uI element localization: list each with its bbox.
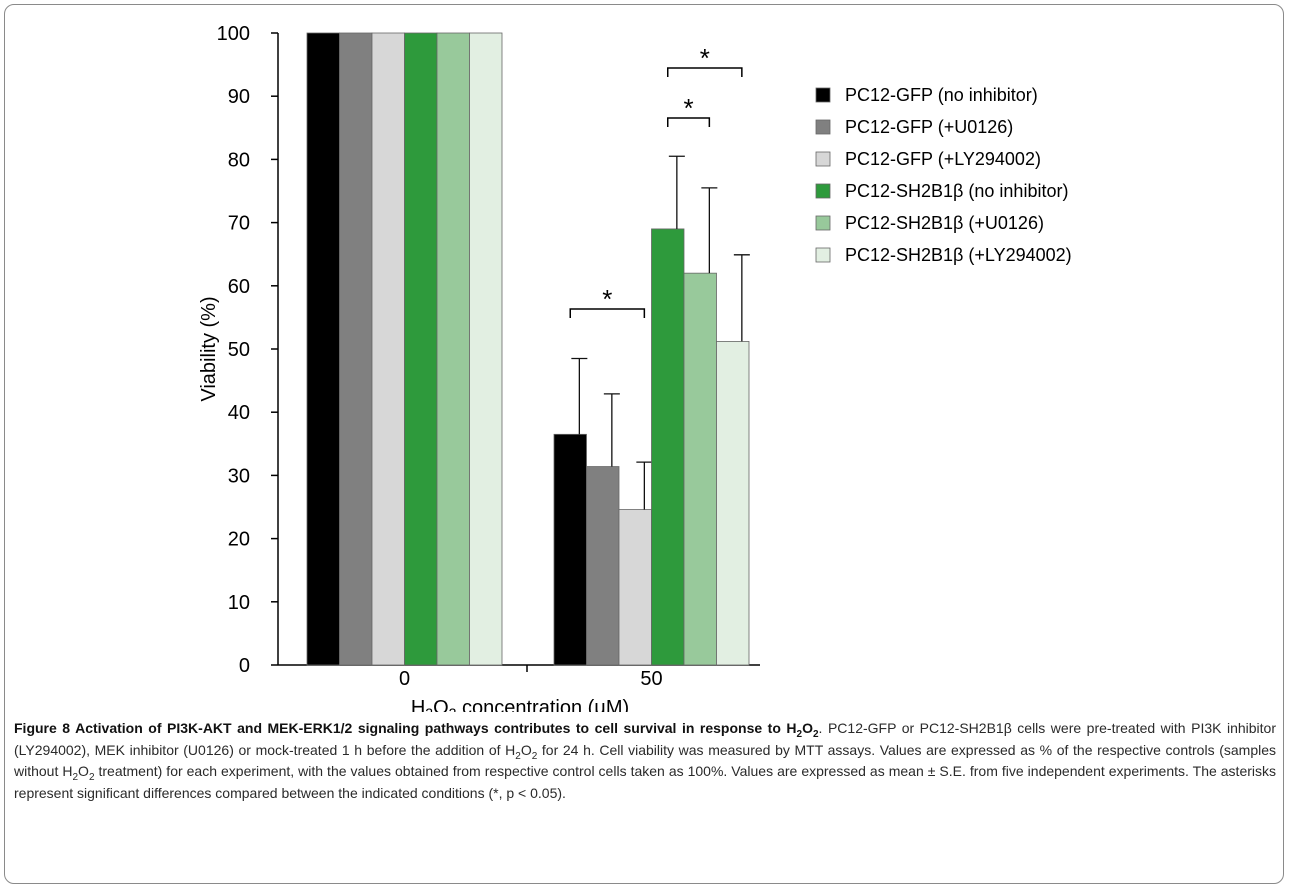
y-tick-label: 90 — [228, 86, 250, 108]
significance-marker: * — [602, 284, 612, 314]
significance-bracket — [667, 117, 711, 127]
x-axis-label: H2O2 concentration (μM) — [411, 697, 629, 712]
legend-swatch — [815, 151, 831, 167]
y-tick-label: 80 — [228, 149, 250, 171]
x-tick-label: 50 — [640, 668, 662, 690]
significance-marker: * — [700, 43, 710, 73]
legend-label: PC12-GFP (no inhibitor) — [845, 85, 1038, 105]
bar — [553, 433, 587, 666]
legend-label: PC12-SH2B1β (+LY294002) — [845, 245, 1072, 265]
significance-bracket — [667, 67, 743, 77]
y-tick-label: 50 — [228, 339, 250, 361]
bar — [651, 228, 685, 666]
y-tick-label: 20 — [228, 529, 250, 551]
legend-label: PC12-GFP (+U0126) — [845, 117, 1013, 137]
x-tick-label: 0 — [399, 668, 410, 690]
bar — [683, 272, 717, 666]
bar — [586, 466, 620, 666]
bar — [436, 32, 470, 666]
figure-frame — [4, 4, 1284, 884]
legend-label: PC12-GFP (+LY294002) — [845, 149, 1041, 169]
y-tick-label: 0 — [239, 655, 250, 677]
y-tick-label: 30 — [228, 465, 250, 487]
legend-label: PC12-SH2B1β (+U0126) — [845, 213, 1044, 233]
y-tick-label: 100 — [217, 23, 250, 45]
legend-swatch — [815, 183, 831, 199]
y-axis-label: Viability (%) — [198, 296, 220, 401]
bar — [404, 32, 438, 666]
bar — [618, 509, 652, 666]
y-tick-label: 70 — [228, 213, 250, 235]
y-tick-label: 60 — [228, 276, 250, 298]
significance-bracket — [569, 308, 646, 318]
y-tick-label: 10 — [228, 592, 250, 614]
legend-swatch — [815, 247, 831, 263]
bar — [306, 32, 340, 666]
bar — [469, 32, 503, 666]
legend-swatch — [815, 119, 831, 135]
legend-swatch — [815, 215, 831, 231]
legend-label: PC12-SH2B1β (no inhibitor) — [845, 181, 1068, 201]
significance-marker: * — [683, 93, 693, 123]
figure-caption: Figure 8 Activation of PI3K-AKT and MEK-… — [14, 720, 1277, 801]
bar — [716, 341, 750, 666]
legend-swatch — [815, 87, 831, 103]
bar — [371, 32, 405, 666]
y-tick-label: 40 — [228, 402, 250, 424]
caption-title: Figure 8 Activation of PI3K-AKT and MEK-… — [14, 720, 819, 740]
bar-chart: 0 10 20 30 40 50 60 70 80 90 100 Viability (%) H2O2 … — [198, 23, 1072, 712]
bar — [339, 32, 373, 666]
